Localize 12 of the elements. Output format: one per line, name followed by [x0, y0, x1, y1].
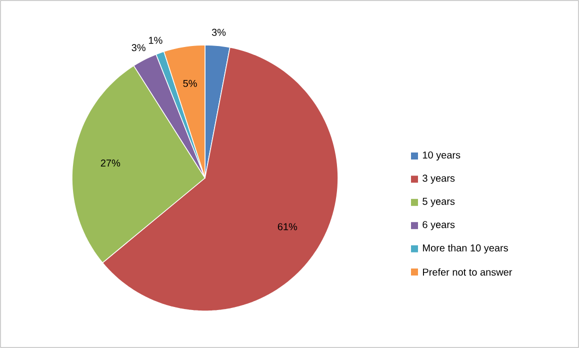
data-label: 3% [132, 44, 146, 52]
data-label: 1% [148, 36, 162, 44]
legend-label: 5 years [422, 198, 455, 207]
data-label: 61% [278, 223, 298, 230]
legend-label: 10 years [422, 151, 460, 161]
legend-label: More than 10 years [423, 244, 508, 254]
legend-label: 3 years [422, 174, 455, 184]
legend-label: Prefer not to answer [423, 268, 512, 276]
data-label: 27% [100, 160, 120, 167]
legend-label: 6 years [422, 221, 455, 230]
data-label: 5% [183, 80, 197, 87]
data-label: 3% [212, 28, 226, 36]
